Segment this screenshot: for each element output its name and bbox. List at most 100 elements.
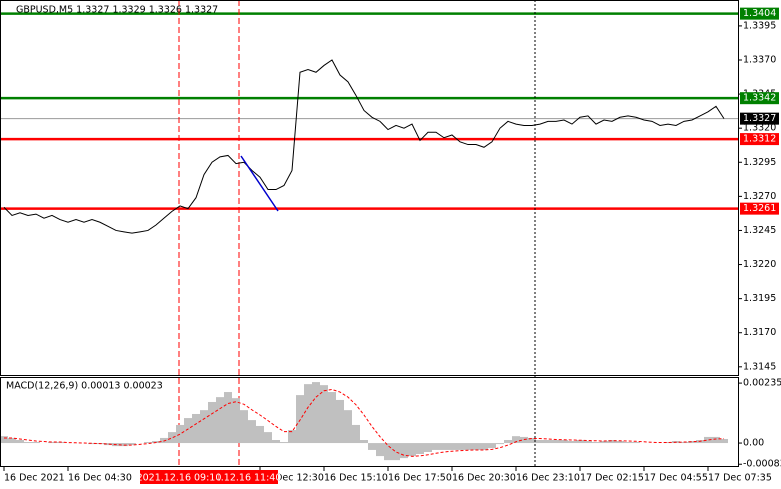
front-layer: 1.3404 1.3342 1.3327 1.3312 1.3261 2021.12.16…: [137, 7, 779, 484]
histogram-bar: [272, 439, 280, 444]
macd-frame: [0, 377, 739, 467]
chart-title: GBPUSD,M5 1.3327 1.3329 1.3326 1.3327: [16, 5, 218, 16]
x-tick-label: 17 Dec 07:35: [708, 473, 772, 484]
level-label: 1.3327: [743, 113, 776, 124]
histogram-bar: [680, 442, 688, 444]
macd-title: MACD(12,26,9) 0.00013 0.00023: [6, 381, 163, 392]
level-label: 1.3312: [743, 134, 776, 145]
histogram-bar: [712, 436, 720, 444]
y-tick-label: 1.3195: [743, 293, 776, 304]
histogram-bar: [232, 398, 240, 444]
histogram-bar: [424, 443, 432, 452]
level-label-box: [740, 202, 779, 215]
histogram-bar: [32, 442, 40, 444]
x-tick-label: 16 Dec 15:10: [324, 473, 388, 484]
histogram-bar: [512, 436, 520, 444]
histogram-bar: [248, 420, 256, 444]
series-line: [4, 388, 725, 457]
y-tick-label: 0.00: [743, 438, 764, 449]
histogram-bar: [552, 439, 560, 444]
histogram-bar: [152, 441, 160, 444]
histogram-bar: [432, 443, 440, 450]
histogram-bar: [368, 443, 376, 450]
trend-arrow: [240, 155, 279, 212]
histogram-bar: [576, 439, 584, 444]
histogram-bar: [176, 424, 184, 444]
series-line: [3, 59, 725, 234]
histogram-bar: [48, 442, 56, 444]
histogram-bar: [376, 443, 384, 457]
histogram-bar: [584, 441, 592, 444]
histogram-bar: [128, 443, 136, 446]
time-marker-box: [200, 470, 278, 484]
x-tick-label: 16 Dec 04:30: [68, 473, 132, 484]
plot-layer: 1.33951.33701.33451.33201.32951.32701.32…: [3, 20, 781, 484]
histogram-bar: [456, 443, 464, 450]
histogram-bar: [480, 443, 488, 450]
histogram-bar: [392, 443, 400, 461]
histogram-bar: [24, 442, 32, 444]
histogram-bar: [216, 397, 224, 444]
histogram-bar: [408, 443, 416, 457]
level-label: 1.3261: [743, 203, 776, 214]
histogram-bar: [560, 439, 568, 444]
histogram-bar: [600, 441, 608, 444]
histogram-bar: [8, 437, 16, 444]
y-tick-label: 1.3245: [743, 225, 776, 236]
x-tick-label: 16 Dec 12:30: [260, 473, 324, 484]
histogram-bar: [400, 443, 408, 459]
x-tick-label: 16 Dec 23:10: [516, 473, 580, 484]
histogram-bar: [88, 443, 96, 445]
histogram-bar: [504, 439, 512, 444]
histogram-bar: [304, 384, 312, 444]
y-tick-label: 1.3270: [743, 191, 776, 202]
histogram-bar: [472, 443, 480, 450]
x-tick-label: 16 Dec 20:30: [452, 473, 516, 484]
x-tick-label: 17 Dec 02:15: [580, 473, 644, 484]
histogram-bar: [608, 439, 616, 444]
histogram-bar: [496, 443, 504, 445]
y-tick-label: 1.3295: [743, 157, 776, 168]
main-frame: [0, 0, 739, 376]
histogram-bar: [280, 442, 288, 444]
y-tick-label: 1.3170: [743, 327, 776, 338]
back-layer: [0, 0, 738, 467]
histogram-bar: [688, 441, 696, 444]
time-marker-label: 2021.12.16 09:10: [137, 473, 222, 484]
y-tick-label: 1.3220: [743, 259, 776, 270]
histogram-bar: [224, 392, 232, 444]
y-tick-label: 1.3145: [743, 361, 776, 372]
level-label-box: [740, 92, 779, 105]
y-tick-label: 0.00235: [743, 378, 781, 389]
histogram-bar: [16, 439, 24, 444]
histogram-bar: [704, 436, 712, 444]
x-tick-label: 16 Dec 2021: [4, 473, 65, 484]
level-label-box: [740, 133, 779, 146]
histogram-bar: [192, 413, 200, 444]
histogram-bar: [240, 410, 248, 444]
histogram-bar: [464, 443, 472, 450]
histogram-bar: [440, 443, 448, 450]
histogram-bar: [592, 442, 600, 444]
time-marker-box: [140, 470, 218, 484]
y-tick-label: 1.3395: [743, 20, 776, 31]
histogram-bar: [624, 442, 632, 444]
histogram-bar: [0, 436, 8, 444]
level-label-box: [740, 7, 779, 20]
histogram-bar: [360, 439, 368, 444]
histogram-bar: [168, 432, 176, 444]
histogram-bar: [416, 443, 424, 455]
x-tick-label: 17 Dec 04:55: [644, 473, 708, 484]
histogram-bar: [184, 418, 192, 444]
histogram-bar: [616, 441, 624, 444]
histogram-bar: [528, 437, 536, 444]
histogram-bar: [352, 424, 360, 444]
histogram-bar: [488, 443, 496, 449]
histogram-bar: [144, 442, 152, 444]
histogram-bar: [256, 425, 264, 444]
histogram-bar: [104, 443, 112, 446]
y-tick-label: 1.3370: [743, 55, 776, 66]
